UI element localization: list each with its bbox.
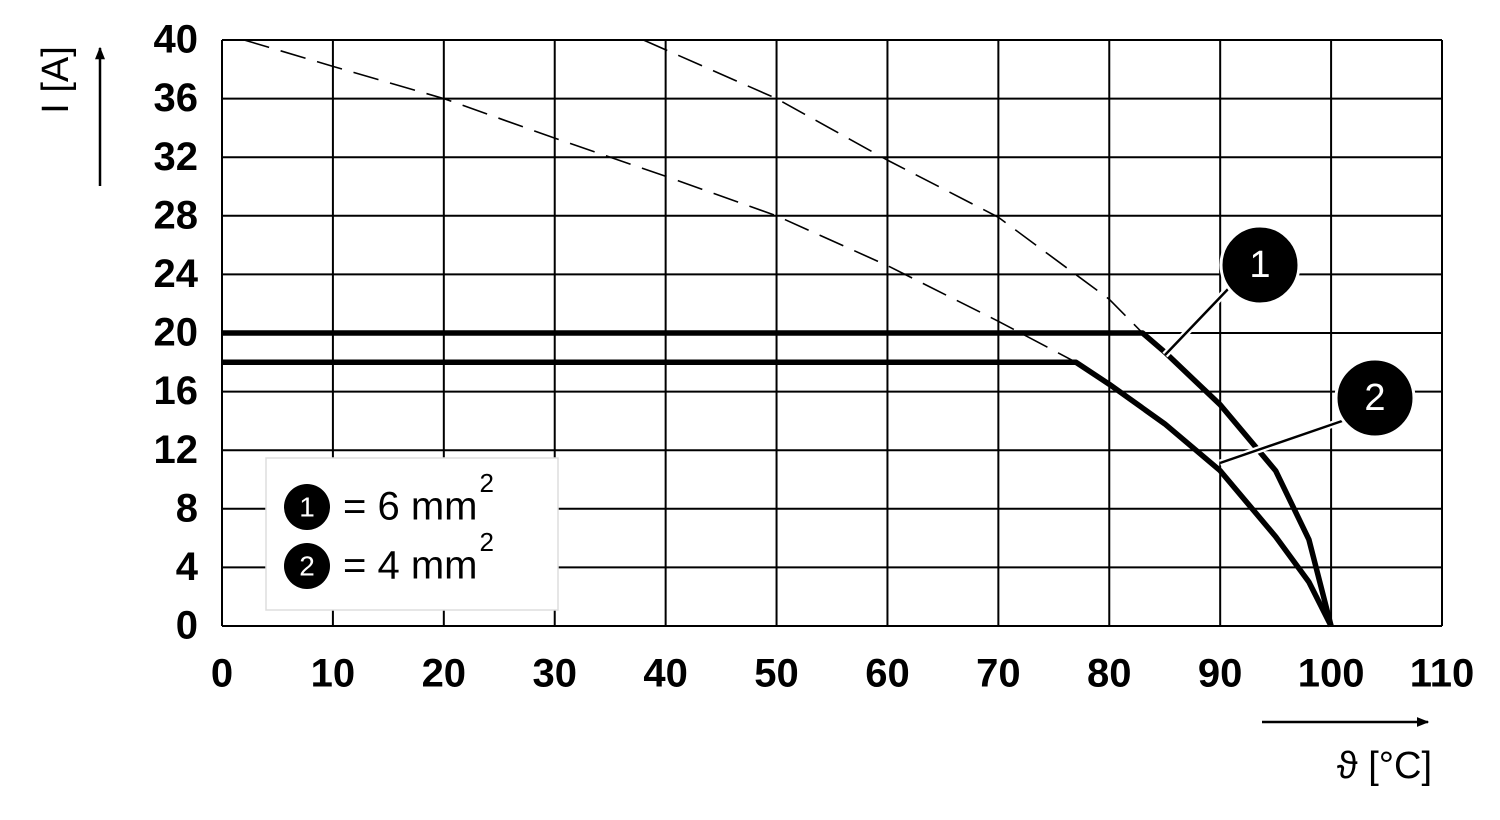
callout-leader [1219, 418, 1346, 465]
dashed-curve [243, 39, 1077, 364]
legend-label: = 6 mm [343, 485, 477, 529]
x-axis-label: ϑ [°C] [1337, 745, 1432, 787]
x-tick-label: 20 [422, 652, 467, 696]
legend-marker [284, 484, 330, 530]
y-tick-label: 24 [154, 252, 199, 296]
dashed-curve [643, 39, 1144, 334]
callout-text: 2 [1364, 377, 1385, 419]
y-tick-label: 12 [154, 428, 199, 472]
x-tick-label: 60 [865, 652, 910, 696]
x-tick-label: 10 [311, 652, 356, 696]
x-tick-label: 90 [1198, 652, 1243, 696]
callout-circle [1219, 224, 1301, 306]
derating-curve [222, 330, 1334, 627]
x-tick-label: 30 [532, 652, 577, 696]
legend-marker-text: 2 [299, 550, 315, 581]
legend-marker [284, 543, 330, 589]
x-tick-label: 70 [976, 652, 1021, 696]
x-tick-label: 0 [211, 652, 233, 696]
x-tick-label: 40 [643, 652, 688, 696]
callout-text: 1 [1249, 244, 1270, 286]
x-tick-label: 100 [1298, 652, 1365, 696]
callout-leader [1164, 286, 1231, 356]
y-tick-label: 20 [154, 311, 199, 355]
y-tick-label: 40 [154, 18, 199, 62]
y-tick-label: 36 [154, 76, 199, 120]
y-tick-label: 0 [176, 604, 198, 648]
callout-circle [1334, 357, 1416, 439]
y-axis-label: I [A] [35, 46, 77, 114]
y-tick-label: 4 [176, 545, 199, 589]
y-tick-label: 32 [154, 135, 199, 179]
legend-superscript: 2 [479, 527, 493, 557]
y-tick-label: 16 [154, 369, 199, 413]
legend-superscript: 2 [479, 468, 493, 498]
legend-marker-text: 1 [299, 491, 315, 522]
y-tick-label: 8 [176, 486, 198, 530]
x-tick-label: 80 [1087, 652, 1132, 696]
x-tick-label: 110 [1410, 652, 1475, 696]
x-tick-label: 50 [754, 652, 799, 696]
derating-curve [222, 359, 1334, 628]
legend-label: = 4 mm [343, 544, 477, 588]
y-tick-label: 28 [154, 193, 199, 237]
plot [222, 39, 1334, 628]
